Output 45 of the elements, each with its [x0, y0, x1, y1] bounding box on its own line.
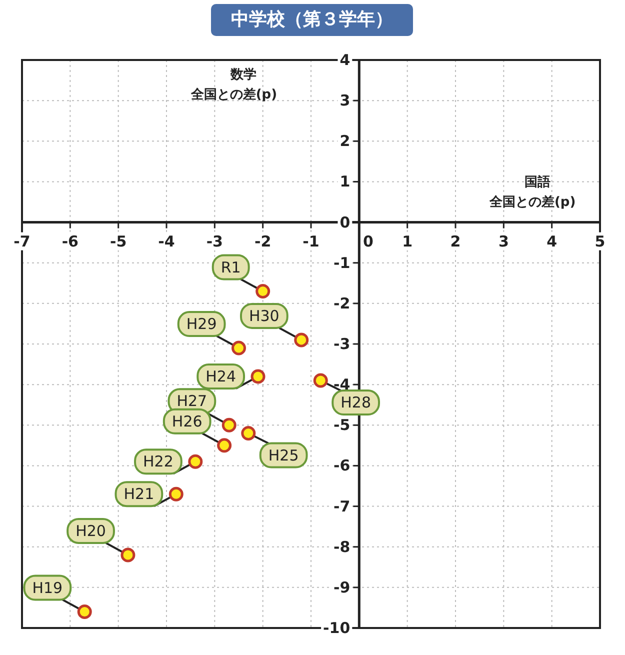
series-label: R1	[220, 258, 241, 276]
y-tick-label: 3	[340, 92, 350, 110]
x-tick-label: 5	[594, 232, 606, 250]
y-axis-title: 数学	[230, 67, 257, 82]
x-tick-label: -3	[206, 232, 224, 250]
x-tick-label: 0	[362, 232, 374, 250]
y-tick-label: -10	[323, 619, 350, 637]
x-tick-label: 1	[402, 232, 413, 250]
series-label: H24	[206, 367, 236, 386]
y-tick-label: -3	[333, 335, 350, 353]
x-axis-title: 国語	[524, 174, 550, 190]
x-tick-label: -7	[14, 232, 30, 250]
series-label: H30	[248, 306, 280, 325]
y-tick-label: -6	[333, 456, 350, 475]
x-tick-label: -2	[254, 232, 272, 250]
y-tick-label: -8	[333, 538, 350, 556]
x-tick-label: 4	[546, 232, 558, 250]
y-tick-label: 0	[340, 213, 350, 232]
series-label: H28	[340, 394, 372, 412]
x-tick-label: 2	[450, 232, 461, 250]
x-tick-label: -1	[302, 232, 320, 250]
series-label: H26	[172, 412, 202, 430]
series-label: H25	[268, 446, 299, 464]
y-tick-label: 2	[340, 132, 350, 150]
y-tick-label: 4	[340, 51, 350, 69]
series-label: H19	[32, 578, 63, 597]
series-label: H27	[176, 392, 208, 410]
y-tick-label: -4	[333, 376, 350, 394]
annotation: 全国との差(p)	[488, 194, 576, 210]
y-tick-label: -7	[333, 497, 350, 516]
x-tick-label: -6	[62, 232, 79, 250]
annotation: 全国との差(p)	[190, 87, 278, 102]
y-tick-label: -2	[333, 294, 350, 312]
x-tick-label: -4	[158, 232, 175, 250]
y-tick-label: -1	[333, 254, 350, 272]
series-label: H20	[76, 522, 106, 540]
series-label: H21	[124, 485, 154, 504]
y-tick-label: 1	[340, 172, 350, 191]
x-tick-label: -5	[110, 232, 127, 250]
x-tick-label: 3	[498, 232, 509, 250]
y-tick-label: -9	[333, 578, 350, 596]
y-tick-label: -5	[333, 416, 350, 434]
title: 中学校（第３学年）	[231, 9, 393, 30]
series-label: H29	[186, 315, 217, 334]
series-label: H22	[143, 452, 174, 471]
